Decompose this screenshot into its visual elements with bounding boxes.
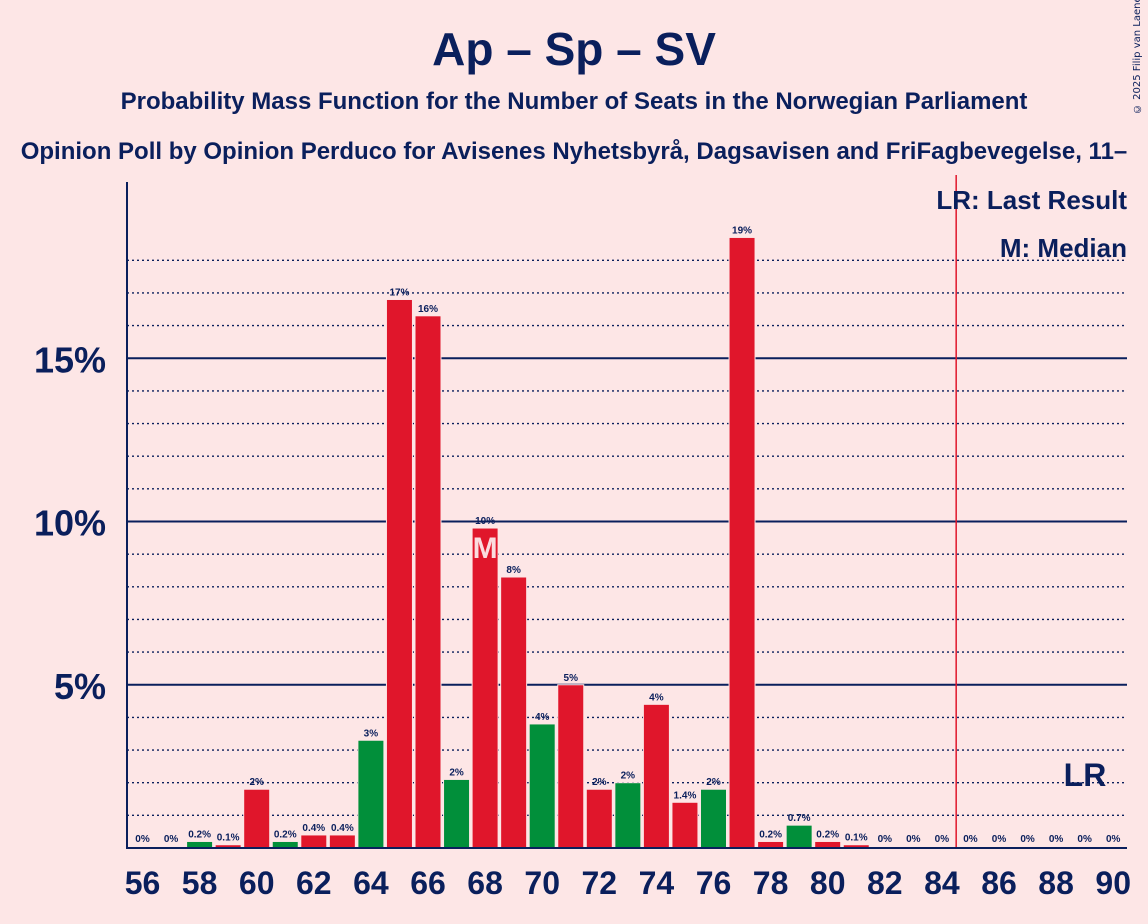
bar-value-label: 19% bbox=[732, 225, 752, 236]
x-tick-label: 72 bbox=[582, 865, 618, 901]
x-tick-label: 82 bbox=[867, 865, 903, 901]
bar-value-label: 0% bbox=[1049, 834, 1064, 845]
bar-value-label: 1.4% bbox=[674, 790, 697, 801]
bar-value-label: 0% bbox=[1020, 834, 1035, 845]
bar-value-label: 0% bbox=[1106, 834, 1121, 845]
bar bbox=[414, 315, 442, 849]
x-tick-label: 74 bbox=[639, 865, 675, 901]
grid-lines bbox=[127, 259, 1127, 817]
bar-value-label: 4% bbox=[649, 692, 664, 703]
bar-value-label: 0.2% bbox=[816, 829, 839, 840]
bar bbox=[528, 723, 556, 849]
bar-value-label: 0.7% bbox=[788, 813, 811, 824]
bar-value-label: 0.4% bbox=[302, 823, 325, 834]
legend-last-result: LR: Last Result bbox=[936, 185, 1127, 215]
bar bbox=[557, 684, 585, 849]
chart-title: Ap – Sp – SV bbox=[432, 23, 716, 75]
x-tick-label: 86 bbox=[981, 865, 1017, 901]
bar bbox=[443, 778, 471, 849]
bar bbox=[614, 782, 642, 849]
bar-value-label: 5% bbox=[564, 673, 579, 684]
y-tick-label: 15% bbox=[34, 339, 106, 380]
x-tick-label: 56 bbox=[125, 865, 161, 901]
x-tick-label: 76 bbox=[696, 865, 732, 901]
bar bbox=[500, 576, 528, 849]
bar-value-label: 4% bbox=[535, 712, 550, 723]
bar-value-label: 0% bbox=[963, 834, 978, 845]
x-tick-label: 62 bbox=[296, 865, 332, 901]
x-tick-label: 58 bbox=[182, 865, 218, 901]
legend-median: M: Median bbox=[1000, 233, 1127, 263]
chart-poll-description: Opinion Poll by Opinion Perduco for Avis… bbox=[20, 138, 1128, 165]
bar-value-label: 0% bbox=[992, 834, 1007, 845]
bar-value-label: 0.1% bbox=[217, 833, 240, 844]
bar bbox=[328, 834, 356, 849]
bar bbox=[700, 788, 727, 849]
bar bbox=[300, 834, 328, 849]
bar bbox=[357, 739, 385, 849]
bar-value-label: 0.2% bbox=[188, 829, 211, 840]
x-tick-label: 80 bbox=[810, 865, 846, 901]
value-labels: 0% 0% 0.2% 0.1% 2% 0.2% 0.4% 0.4% 3% 17% 16% 2% 10% 8… bbox=[135, 225, 1120, 845]
bar-value-label: 16% bbox=[418, 304, 438, 315]
bar bbox=[642, 703, 670, 849]
bar-value-label: 2% bbox=[449, 767, 464, 778]
bar-value-label: 10% bbox=[475, 516, 495, 527]
bar-value-label: 0% bbox=[878, 834, 893, 845]
bar-value-label: 0% bbox=[164, 834, 179, 845]
axes: 5% 10% 15% 56 58 60 62 64 66 68 70 72 74 76 78 80 82 84 86… bbox=[34, 175, 1131, 901]
bar bbox=[243, 788, 271, 849]
y-tick-label: 5% bbox=[54, 666, 106, 707]
x-tick-label: 64 bbox=[353, 865, 389, 901]
bar bbox=[385, 298, 413, 849]
y-tick-label: 10% bbox=[34, 503, 106, 544]
bar-value-label: 0% bbox=[135, 834, 150, 845]
bar-value-label: 0% bbox=[935, 834, 950, 845]
bar-value-label: 8% bbox=[506, 565, 521, 576]
bar bbox=[728, 236, 756, 849]
bar-value-label: 0.1% bbox=[845, 833, 868, 844]
x-tick-label: 68 bbox=[467, 865, 503, 901]
bar-value-label: 0.2% bbox=[274, 829, 297, 840]
bar-value-label: 2% bbox=[249, 777, 264, 788]
x-tick-label: 60 bbox=[239, 865, 275, 901]
bar-value-label: 0% bbox=[906, 834, 921, 845]
bar-value-label: 2% bbox=[592, 777, 607, 788]
chart-subtitle: Probability Mass Function for the Number… bbox=[120, 88, 1028, 115]
legend: LR: Last Result M: Median bbox=[936, 185, 1127, 263]
bar bbox=[471, 527, 499, 849]
bar-value-label: 2% bbox=[621, 771, 636, 782]
x-tick-label: 78 bbox=[753, 865, 789, 901]
bar bbox=[785, 824, 813, 849]
bar bbox=[671, 801, 699, 849]
x-tick-label: 88 bbox=[1038, 865, 1074, 901]
bar-value-label: 0% bbox=[1077, 834, 1092, 845]
bar-value-label: 0.2% bbox=[759, 829, 782, 840]
x-tick-label: 84 bbox=[924, 865, 960, 901]
bar-value-label: 17% bbox=[389, 287, 409, 298]
x-tick-label: 66 bbox=[410, 865, 446, 901]
x-tick-label: 90 bbox=[1095, 865, 1131, 901]
bar-value-label: 2% bbox=[706, 777, 721, 788]
bar-value-label: 0.4% bbox=[331, 823, 354, 834]
x-tick-label: 70 bbox=[524, 865, 560, 901]
median-marker: M bbox=[473, 532, 498, 565]
bar-value-label: 3% bbox=[364, 728, 379, 739]
bar bbox=[585, 788, 613, 849]
bars bbox=[186, 236, 870, 849]
last-result-marker: LR bbox=[1064, 757, 1107, 793]
